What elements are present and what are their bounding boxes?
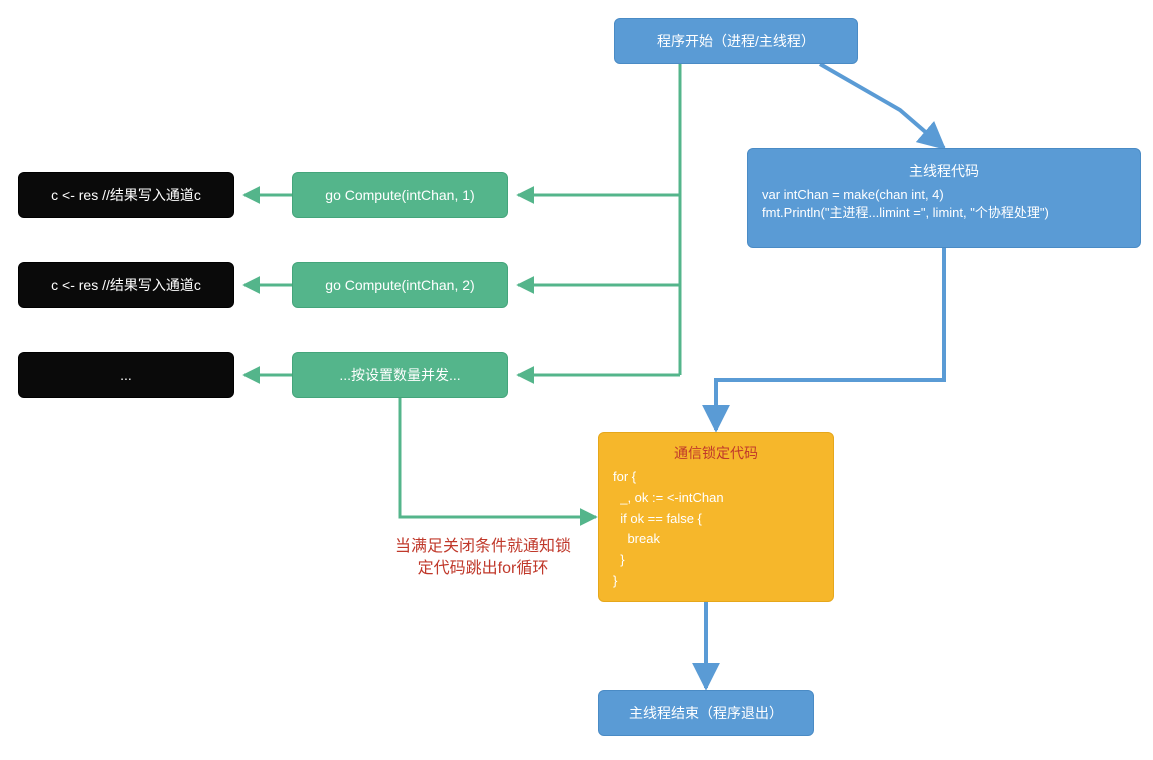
node-res3: ...	[18, 352, 234, 398]
node-go2-label: go Compute(intChan, 2)	[325, 277, 474, 293]
node-res2: c <- res //结果写入通道c	[18, 262, 234, 308]
node-end: 主线程结束（程序退出）	[598, 690, 814, 736]
node-main-code-line2: fmt.Println("主进程...limint =", limint, "个…	[762, 202, 1126, 221]
edge-start-maincode	[820, 64, 944, 148]
red-annotation: 当满足关闭条件就通知锁 定代码跳出for循环	[378, 536, 588, 581]
node-res3-label: ...	[120, 367, 132, 383]
node-start: 程序开始（进程/主线程）	[614, 18, 858, 64]
node-res2-label: c <- res //结果写入通道c	[51, 275, 201, 295]
red-annotation-line2: 定代码跳出for循环	[378, 558, 588, 580]
node-lock: 通信锁定代码 for { _, ok := <-intChan if ok ==…	[598, 432, 834, 602]
node-res1-label: c <- res //结果写入通道c	[51, 185, 201, 205]
node-go2: go Compute(intChan, 2)	[292, 262, 508, 308]
edge-maincode-lock	[716, 248, 944, 430]
node-go1: go Compute(intChan, 1)	[292, 172, 508, 218]
node-end-label: 主线程结束（程序退出）	[629, 703, 783, 723]
node-go3-label: ...按设置数量并发...	[339, 365, 460, 385]
node-main-code-title: 主线程代码	[762, 161, 1126, 181]
node-res1: c <- res //结果写入通道c	[18, 172, 234, 218]
edge-go3-lock	[400, 398, 596, 517]
node-go1-label: go Compute(intChan, 1)	[325, 187, 474, 203]
node-main-code: 主线程代码 var intChan = make(chan int, 4) fm…	[747, 148, 1141, 248]
node-go3: ...按设置数量并发...	[292, 352, 508, 398]
node-lock-code: for { _, ok := <-intChan if ok == false …	[613, 467, 819, 592]
node-lock-title: 通信锁定代码	[613, 443, 819, 463]
red-annotation-line1: 当满足关闭条件就通知锁	[378, 536, 588, 558]
node-main-code-line1: var intChan = make(chan int, 4)	[762, 187, 1126, 202]
node-start-label: 程序开始（进程/主线程）	[657, 31, 815, 51]
